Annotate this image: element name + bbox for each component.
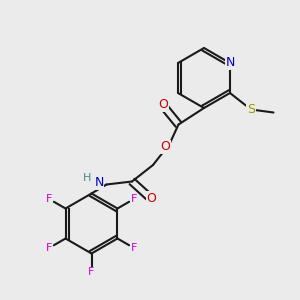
Text: F: F [46, 243, 52, 253]
Text: N: N [94, 176, 104, 190]
Text: O: O [160, 140, 170, 154]
Text: S: S [247, 103, 255, 116]
Text: F: F [131, 243, 137, 253]
Text: F: F [131, 194, 137, 204]
Text: F: F [88, 267, 95, 278]
Text: N: N [225, 56, 235, 70]
Text: O: O [159, 98, 168, 112]
Text: H: H [83, 173, 91, 183]
Text: F: F [46, 194, 52, 204]
Text: O: O [147, 191, 156, 205]
